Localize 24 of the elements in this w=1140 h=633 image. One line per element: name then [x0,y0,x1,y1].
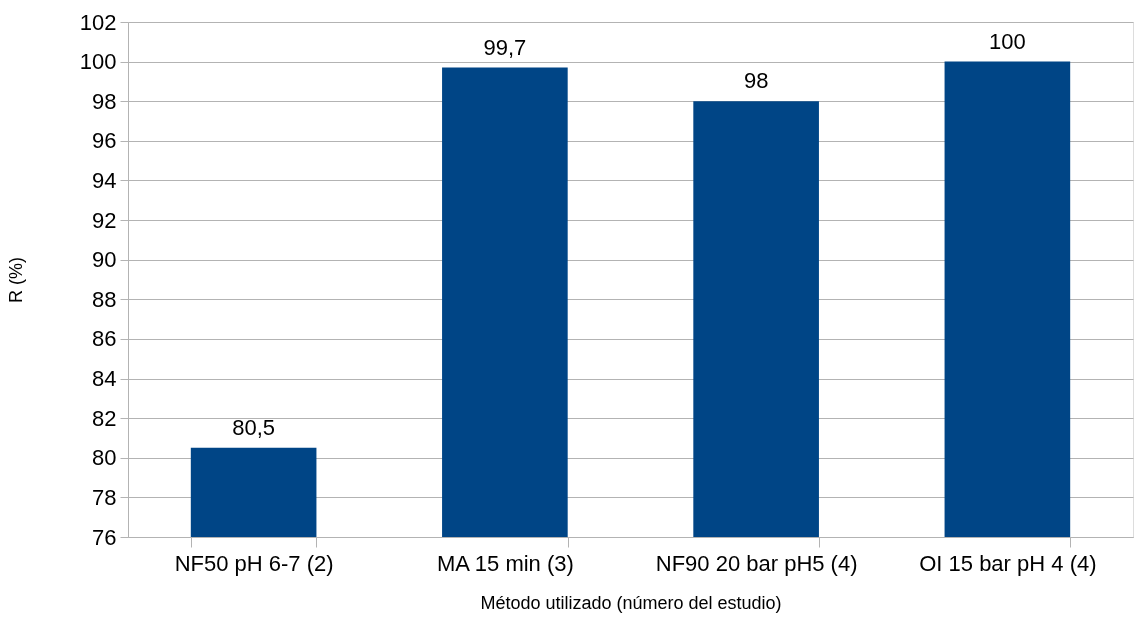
x-tick-label: MA 15 min (3) [436,550,574,576]
y-tick-label: 84 [92,366,117,392]
y-tick-label: 80 [92,445,117,471]
y-tick-label: 78 [92,484,117,510]
data-label: 98 [743,68,769,94]
data-label: 80,5 [232,414,276,440]
y-axis-title: R (%) [5,257,26,303]
x-tick-label: OI 15 bar pH 4 (4) [919,550,1097,576]
y-tick-label: 100 [79,49,117,75]
y-tick-label: 82 [92,405,117,431]
y-tick-label: 90 [92,247,117,273]
y-tick-label: 92 [92,207,117,233]
y-tick-label: 98 [92,88,117,114]
y-tick-label: 88 [92,286,117,312]
data-label: 99,7 [483,34,527,60]
x-tick-label: NF50 pH 6-7 (2) [174,550,334,576]
x-tick-label: NF90 20 bar pH5 (4) [655,550,858,576]
x-axis-title: Método utilizado (número del estudio) [480,592,782,613]
data-label: 100 [989,28,1026,54]
y-tick-label: 86 [92,326,117,352]
y-tick-label: 102 [79,9,117,35]
y-tick-label: 96 [92,128,117,154]
y-tick-label: 76 [92,524,117,550]
y-tick-label: 94 [92,167,117,193]
